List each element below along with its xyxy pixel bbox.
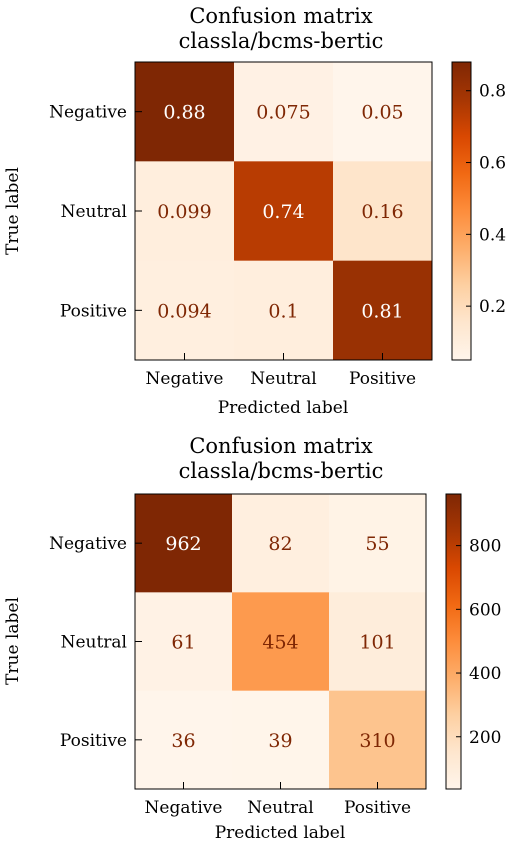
chart-top-title-line2: classla/bcms-bertic (179, 29, 384, 53)
chart-top-y-tick-label-1: Neutral (61, 202, 127, 222)
chart-top-cell-label-0-0: 0.88 (163, 102, 205, 124)
chart-bottom-axis-ticks: Negative Neutral Positive Negative Neutral Po… (49, 534, 411, 818)
chart-top-cell-label-0-1: 0.075 (256, 102, 310, 124)
chart-top-cell-0-1 (234, 62, 334, 162)
chart-top-cell-1-0 (135, 161, 235, 262)
chart-bottom-cell-1-2 (329, 592, 427, 692)
chart-bottom-cell-1-1 (232, 592, 330, 692)
chart-top-colorbar-tick-label-1: 0.4 (479, 225, 506, 245)
chart-bottom-cell-label-0-2: 55 (365, 533, 389, 555)
chart-top-title-line1: Confusion matrix (189, 4, 372, 28)
chart-bottom-x-tick-label-1: Neutral (247, 798, 313, 818)
chart-bottom-y-tick-label-0: Negative (49, 534, 127, 554)
chart-bottom-y-label: True label (3, 597, 23, 685)
chart-bottom-cell-2-0 (135, 690, 233, 790)
chart-bottom-cell-2-2 (329, 690, 427, 790)
chart-top-cell-1-2 (333, 161, 433, 262)
chart-top-cell-0-0 (135, 62, 235, 162)
chart-bottom-cell-2-1 (232, 690, 330, 790)
chart-bottom-cell-label-0-0: 962 (165, 533, 201, 555)
chart-bottom-cells: 962 82 55 61 454 101 36 39 310 (135, 494, 427, 790)
chart-top-cell-label-1-2: 0.16 (361, 201, 403, 223)
chart-bottom-colorbar-tick-label-2: 600 (469, 600, 501, 620)
chart-top-cell-label-2-0: 0.094 (157, 300, 211, 322)
chart-bottom-colorbar: 200 400 600 800 (445, 493, 501, 790)
chart-top-colorbar-bar (451, 61, 472, 361)
chart-top-cell-label-1-0: 0.099 (157, 201, 211, 223)
chart-top-cell-0-2 (333, 62, 433, 162)
chart-top-colorbar: 0.2 0.4 0.6 0.8 (451, 61, 506, 361)
chart-bottom-colorbar-tick-label-1: 400 (469, 664, 501, 684)
chart-top-axis-ticks: Negative Neutral Positive Negative Neutral Po… (49, 103, 416, 389)
chart-bottom-x-label: Predicted label (215, 823, 346, 842)
chart-top-cell-label-2-2: 0.81 (361, 300, 403, 322)
chart-top-colorbar-tick-label-2: 0.6 (479, 154, 506, 174)
chart-bottom-cell-0-1 (232, 494, 330, 593)
chart-top-x-label: Predicted label (218, 398, 349, 418)
chart-bottom-cell-label-2-1: 39 (268, 730, 292, 752)
chart-bottom-cell-0-2 (329, 494, 427, 593)
chart-top-colorbar-tick-label-0: 0.2 (479, 297, 506, 317)
chart-top: Confusion matrix classla/bcms-bertic 0.8… (3, 4, 506, 418)
chart-bottom-title-line2: classla/bcms-bertic (179, 459, 384, 483)
chart-top-y-label: True label (3, 167, 23, 255)
chart-bottom-y-tick-label-2: Positive (60, 731, 127, 751)
chart-top-cell-2-2 (333, 260, 433, 361)
chart-top-cell-1-1 (234, 161, 334, 262)
chart-top-cell-2-1 (234, 260, 334, 361)
chart-top-x-tick-label-1: Neutral (250, 369, 316, 389)
chart-bottom-cell-0-0 (135, 494, 233, 593)
chart-top-cell-label-0-2: 0.05 (361, 102, 403, 124)
chart-top-x-tick-label-2: Positive (349, 369, 416, 389)
chart-bottom-cell-label-2-0: 36 (171, 730, 195, 752)
chart-bottom: Confusion matrix classla/bcms-bertic 962… (3, 434, 501, 842)
chart-top-cell-label-1-1: 0.74 (262, 201, 304, 223)
chart-bottom-cell-1-0 (135, 592, 233, 692)
chart-bottom-y-tick-label-1: Neutral (61, 633, 127, 653)
chart-top-x-tick-label-0: Negative (146, 369, 224, 389)
chart-top-colorbar-tick-label-3: 0.8 (479, 82, 506, 102)
chart-top-cell-label-2-1: 0.1 (268, 300, 298, 322)
chart-bottom-cell-label-1-0: 61 (171, 632, 195, 654)
chart-top-y-tick-label-2: Positive (60, 301, 127, 321)
chart-bottom-cell-label-1-2: 101 (359, 632, 395, 654)
chart-bottom-colorbar-bar (445, 493, 462, 790)
chart-bottom-cell-label-0-1: 82 (268, 533, 292, 555)
chart-top-cell-2-0 (135, 260, 235, 361)
chart-bottom-cell-label-2-2: 310 (359, 730, 395, 752)
chart-top-y-tick-label-0: Negative (49, 103, 127, 123)
chart-bottom-x-tick-label-2: Positive (344, 798, 411, 818)
chart-bottom-title-line1: Confusion matrix (189, 434, 372, 458)
chart-bottom-colorbar-tick-label-0: 200 (469, 728, 501, 748)
chart-bottom-x-tick-label-0: Negative (145, 798, 223, 818)
chart-top-cells: 0.88 0.075 0.05 0.099 0.74 0.16 0.094 0.1 0.81 (135, 62, 433, 361)
chart-bottom-cell-label-1-1: 454 (262, 632, 298, 654)
chart-bottom-colorbar-tick-label-3: 800 (469, 537, 501, 557)
